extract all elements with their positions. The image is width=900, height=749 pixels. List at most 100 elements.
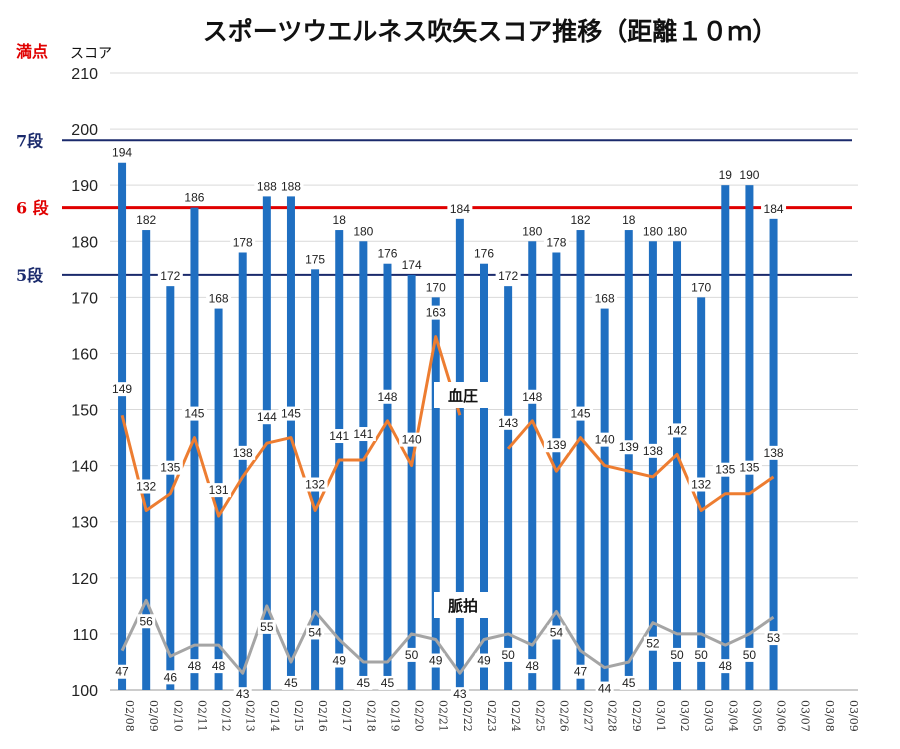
bp-value-label: 145 <box>184 407 204 421</box>
bar-value-label: 184 <box>764 202 784 216</box>
x-tick-label: 02/16 <box>316 700 329 732</box>
x-tick-label: 02/13 <box>244 700 257 732</box>
bp-value-label-bg <box>761 445 787 460</box>
bar <box>455 218 464 690</box>
bp-value-label-bg <box>616 440 642 455</box>
y-tick-label: 180 <box>71 234 98 251</box>
bp-value-label-bg <box>350 427 376 442</box>
bar <box>166 286 175 690</box>
bar-value-label-bg <box>688 280 714 295</box>
pulse-value-label-bg <box>475 653 493 668</box>
bp-value-label-bg <box>109 382 135 397</box>
bp-value-label-bg <box>543 438 569 453</box>
bp-value-label-bg <box>374 389 400 404</box>
bar-value-label-bg <box>716 168 735 183</box>
bp-value-label: 132 <box>305 478 325 492</box>
bp-value-label-bg <box>568 406 594 421</box>
pulse-value-label: 47 <box>574 665 588 679</box>
bp-value-label: 132 <box>136 480 156 494</box>
x-tick-label: 02/18 <box>364 700 377 732</box>
pulse-value-label-bg <box>571 664 590 679</box>
pulse-value-label: 45 <box>357 676 371 690</box>
x-tick-label: 02/23 <box>485 700 498 732</box>
bar-value-label: 170 <box>691 280 711 294</box>
bp-value-label-bg <box>230 445 256 460</box>
bp-value-label-bg <box>519 389 545 404</box>
pulse-value-label: 54 <box>308 625 322 639</box>
bar-value-label: 180 <box>643 224 663 238</box>
pulse-value-label: 50 <box>694 648 708 662</box>
bp-value-label-bg <box>399 432 425 447</box>
bar-value-label: 188 <box>281 179 301 193</box>
pulse-value-label: 49 <box>333 654 347 668</box>
bp-value-label: 135 <box>739 461 759 475</box>
bar-value-label-bg <box>157 269 183 284</box>
y-axis-label: スコア <box>70 46 112 62</box>
pulse-value-label: 50 <box>743 648 757 662</box>
pulse-value-label-bg <box>716 659 735 674</box>
pulse-value-label: 50 <box>670 648 684 662</box>
bp-value-label: 132 <box>691 478 711 492</box>
y-tick-label: 210 <box>71 66 98 83</box>
pulse-value-label-bg <box>740 647 759 662</box>
bp-value-label-bg <box>423 305 449 320</box>
bar-value-label-bg <box>543 235 569 250</box>
x-tick-label: 03/09 <box>847 700 860 732</box>
bar-value-label-bg <box>471 246 497 261</box>
bp-value-label: 139 <box>546 438 566 452</box>
pulse-value-label-bg <box>281 675 300 690</box>
bp-value-label: 145 <box>571 407 591 421</box>
pulse-value-label: 43 <box>453 687 467 701</box>
bar-value-label-bg <box>230 235 256 250</box>
bar <box>431 297 440 690</box>
bar-value-label: 180 <box>522 224 542 238</box>
pulse-value-label-bg <box>185 659 204 674</box>
pulse-value-label-bg <box>499 647 518 662</box>
pulse-value-label-bg <box>668 647 687 662</box>
bar-value-label-bg <box>592 291 618 306</box>
y-tick-label: 200 <box>71 122 98 139</box>
bp-value-label: 142 <box>667 423 687 437</box>
pulse-value-label-bg <box>426 653 445 668</box>
pulse-value-label: 45 <box>284 676 298 690</box>
pulse-value-label: 50 <box>405 648 419 662</box>
x-tick-label: 02/12 <box>220 700 233 732</box>
reference-label: 7段 <box>16 131 44 150</box>
bar-value-label: 18 <box>622 213 636 227</box>
bar <box>383 263 392 690</box>
bar-value-label-bg <box>302 252 328 267</box>
reference-label: 満点 <box>16 42 48 61</box>
y-tick-label: 100 <box>71 683 98 700</box>
bp-value-label: 143 <box>498 416 518 430</box>
bp-value-label: 148 <box>522 390 542 404</box>
x-axis-ticks: 02/08 02/09 02/10 02/11 02/12 02/13 02/14 02/15… <box>123 700 860 732</box>
bp-value-label: 131 <box>209 483 229 497</box>
x-tick-label: 02/14 <box>268 700 281 732</box>
bar-value-label-bg <box>423 280 449 295</box>
bp-value-label: 138 <box>643 444 663 458</box>
pulse-value-label-bg <box>354 675 373 690</box>
bar <box>600 308 609 690</box>
pulse-value-label: 48 <box>188 659 202 673</box>
x-tick-label: 02/20 <box>413 700 426 732</box>
bar-value-label-bg <box>640 224 666 239</box>
bp-value-label-bg <box>302 477 328 492</box>
pulse-series-label: 脈拍 <box>448 597 478 615</box>
pulse-value-label-bg <box>402 647 421 662</box>
bar-value-label-bg <box>330 213 349 228</box>
pulse-value-label-bg <box>113 664 132 679</box>
bar-value-label: 168 <box>209 292 229 306</box>
bar-value-label: 190 <box>739 168 759 182</box>
bp-value-label-bg <box>133 479 159 494</box>
x-tick-label: 02/22 <box>461 700 474 732</box>
bar-value-label-bg <box>495 269 521 284</box>
pulse-value-label-bg <box>233 687 252 702</box>
bp-value-label: 139 <box>619 440 639 454</box>
chart-title: スポーツウエルネス吹矢スコア推移（距離１０ｍ） <box>203 17 778 46</box>
bp-value-label: 135 <box>715 463 735 477</box>
x-tick-label: 02/10 <box>171 700 184 732</box>
pulse-value-label-bg <box>378 675 397 690</box>
x-tick-label: 02/08 <box>123 700 136 732</box>
pulse-value-label-bg <box>692 647 711 662</box>
x-tick-label: 02/29 <box>630 700 643 732</box>
